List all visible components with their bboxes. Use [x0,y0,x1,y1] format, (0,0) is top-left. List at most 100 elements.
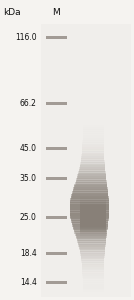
Bar [82,142,104,147]
Bar [81,154,104,160]
Bar [77,238,106,243]
Bar [80,214,106,231]
Bar [73,225,108,230]
Bar [73,224,108,229]
Bar [46,216,67,219]
Bar [72,222,108,227]
Bar [74,227,107,232]
Bar [70,209,109,214]
Bar [82,144,104,148]
Bar [83,115,104,119]
Bar [77,176,106,181]
Text: 14.4: 14.4 [20,278,37,287]
Bar [83,125,104,130]
Bar [78,242,106,247]
Bar [80,191,106,208]
Bar [75,232,107,238]
Bar [83,289,104,294]
Bar [80,188,106,205]
Bar [82,265,104,270]
Bar [46,177,67,180]
Bar [80,218,106,235]
Bar [83,294,104,299]
Bar [80,190,106,207]
Bar [74,185,107,190]
Bar [83,129,104,134]
Bar [83,107,104,112]
Bar [80,205,106,222]
Bar [82,267,104,272]
Bar [76,234,106,239]
Bar [83,100,104,105]
Bar [81,156,104,161]
Bar [83,113,104,118]
Bar [71,218,108,223]
Bar [46,252,67,255]
Bar [70,200,109,205]
Bar [71,194,108,200]
Bar [80,234,106,251]
Bar [78,173,106,178]
Bar [80,220,106,237]
Bar [83,133,104,138]
Bar [72,193,108,198]
Bar [80,251,105,256]
Bar [41,24,131,297]
Bar [80,232,106,249]
Bar [83,284,104,289]
Bar [80,165,105,170]
Bar [70,204,109,208]
Bar [77,236,106,241]
Bar [83,138,104,143]
Bar [46,36,67,39]
Bar [80,194,106,211]
Bar [83,136,104,141]
Bar [82,147,104,152]
Bar [80,206,106,223]
Text: 66.2: 66.2 [20,99,37,108]
Bar [76,178,106,183]
Bar [80,207,106,224]
Text: 116.0: 116.0 [15,33,37,42]
Bar [83,278,104,283]
Bar [80,192,106,209]
Bar [80,185,106,202]
Bar [82,262,104,267]
Text: kDa: kDa [3,8,20,17]
Bar [78,171,106,176]
Bar [80,230,106,247]
Bar [79,244,105,248]
Bar [83,105,104,110]
Bar [83,102,104,107]
Bar [74,184,107,189]
Text: 35.0: 35.0 [20,174,37,183]
Bar [80,225,106,242]
Bar [74,229,107,234]
Bar [73,187,108,192]
Bar [80,196,106,213]
Bar [82,153,104,158]
Bar [83,274,104,279]
Bar [83,118,104,123]
Bar [81,258,104,263]
Bar [82,271,104,276]
Bar [75,180,107,185]
Bar [83,109,104,114]
Bar [80,224,106,241]
Bar [83,127,104,132]
Bar [80,201,106,218]
Bar [80,231,106,248]
Bar [83,276,104,281]
Bar [80,247,105,252]
Bar [46,102,67,105]
Bar [83,282,104,287]
Bar [80,189,106,206]
Bar [82,151,104,156]
Bar [80,229,106,246]
Bar [82,273,104,278]
Bar [83,292,104,298]
Bar [83,111,104,116]
Bar [80,186,106,203]
Bar [80,199,106,216]
Bar [71,196,109,201]
